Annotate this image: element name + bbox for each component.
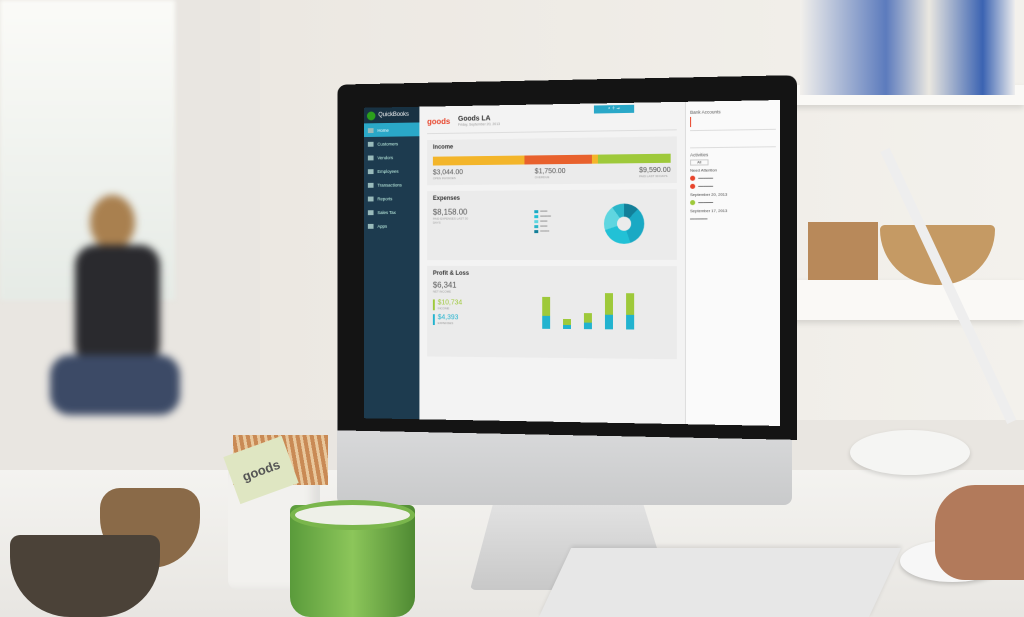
pl-bar [604,293,613,330]
expenses-title: Expenses [432,195,460,202]
qb-logo-icon [366,110,376,120]
sidebar-item-customers[interactable]: Customers [364,136,419,151]
sidebar-item-transactions[interactable]: Transactions [364,177,419,191]
sidebar-item-employees[interactable]: Employees [364,164,419,178]
date: Friday, September 20, 2013 [458,122,501,127]
activities-title: Activities [690,152,709,158]
dashboard: ⌕ ＋ ⇥ goods Goods LA Friday, September 20… [419,102,685,424]
profit-loss-card[interactable]: Profit & Loss $6,341 Net income $10,734 I… [427,265,677,360]
sidebar-item-vendors[interactable]: Vendors [364,150,419,164]
apps-icon [367,223,374,229]
open-invoices[interactable]: $3,044.00 Open Invoices [432,169,464,181]
blurred-person [40,195,190,475]
sidebar-item-home[interactable]: Home [364,122,420,138]
sidebar: QuickBooks Home Customers Vendors Employ… [364,106,420,420]
mug-rim [290,500,415,530]
quickbooks-logo: QuickBooks [364,106,420,124]
lamp-base [850,430,970,475]
sidebar-item-apps[interactable]: Apps [364,219,419,233]
activity-date: September 20, 2013 [690,191,728,198]
need-attention: Need Attention [690,167,718,173]
income-bar [432,153,671,166]
activity-date: September 17, 2013 [690,207,728,214]
overdue[interactable]: $1,750.00 Overdue [534,168,566,180]
transactions-icon [367,182,374,188]
pl-bar [583,313,592,330]
dark-bowl [10,535,160,617]
vendors-icon [367,154,374,160]
keyboard [538,548,902,617]
expenses-donut [603,203,645,244]
customers-icon [367,141,374,147]
bank-accounts-title: Bank Accounts [690,109,721,115]
right-panel: Bank Accounts Activities All Need Attent… [684,100,781,426]
pl-bar [563,318,571,330]
pl-bar [542,296,551,329]
basket [808,222,878,280]
pl-title: Profit & Loss [432,270,470,277]
home-icon [367,127,374,133]
toolbar-buttons[interactable]: ⌕ ＋ ⇥ [593,104,635,114]
pl-chart [534,286,644,342]
sidebar-item-reports[interactable]: Reports [364,191,419,205]
hand [935,485,1024,580]
company-logo: goods [427,117,451,127]
pillow [800,0,1015,95]
income-title: Income [432,144,454,151]
expenses-card[interactable]: Expenses $8,158.00 Paid expenses last 30… [427,189,677,261]
expenses-label: Paid expenses last 30 days [432,216,468,225]
reports-icon [367,196,374,201]
paid-last-30[interactable]: $9,590.00 Paid last 30 days [639,166,671,179]
activities-filter[interactable]: All [690,159,709,166]
employees-icon [367,168,374,174]
sales-tax-icon [367,209,374,215]
sidebar-item-sales-tax[interactable]: Sales Tax [364,205,419,219]
income-card[interactable]: Income $3,044.00 Open Invoices $1,750.00 O… [427,136,677,186]
expenses-legend: ━━━━ ━━━━━━ ━━━━ ━━━━ ━━━━━ [534,208,551,234]
pl-bar [626,293,635,330]
company-header: goods Goods LA Friday, September 20, 2013 [427,106,677,135]
quickbooks-screen: QuickBooks Home Customers Vendors Employ… [364,100,781,426]
